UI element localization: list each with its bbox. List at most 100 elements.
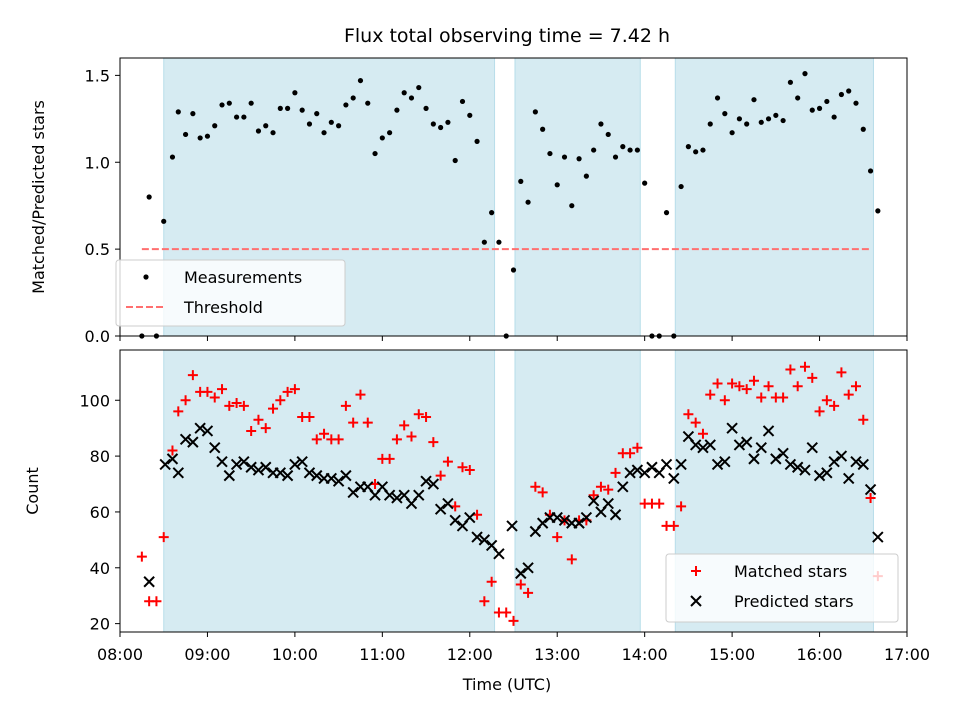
matched-star-point xyxy=(340,400,351,411)
matched-star-point xyxy=(464,465,475,476)
matched-star-point xyxy=(748,375,759,386)
measurement-point xyxy=(875,208,881,214)
measurement-point xyxy=(438,124,444,131)
predicted-star-point xyxy=(587,495,600,507)
measurement-point xyxy=(408,95,415,101)
plot-frame xyxy=(119,349,908,633)
matched-star-point xyxy=(501,607,512,618)
predicted-star-point xyxy=(332,475,345,487)
predicted-star-point xyxy=(602,497,614,510)
measurement-point xyxy=(816,105,823,111)
predicted-star-point xyxy=(668,472,680,485)
x-ticks: 08:00 09:00 10:00 11:00 12:00 13:00 14:00 15:00… xyxy=(97,632,930,664)
measurement-point xyxy=(707,121,713,127)
y-ticks: 0.0 0.5 1.0 1.5 xyxy=(85,66,120,346)
y-axis-label: Count xyxy=(23,467,42,515)
measurement-point xyxy=(642,180,648,186)
measurement-point xyxy=(489,210,495,216)
measurement-point xyxy=(306,121,313,127)
plot-frame xyxy=(119,57,908,337)
predicted-star-point xyxy=(719,455,731,468)
measurement-point xyxy=(452,157,458,164)
predicted-star-point xyxy=(172,467,185,479)
measurement-point xyxy=(277,105,283,111)
matched-star-point xyxy=(719,395,730,406)
predicted-star-point xyxy=(442,497,454,510)
matched-star-point xyxy=(508,615,519,626)
measurement-point xyxy=(314,111,320,117)
predicted-star-point xyxy=(166,453,179,465)
observing-window xyxy=(163,349,496,633)
predicted-star-point xyxy=(551,511,563,524)
observing-window xyxy=(674,57,874,337)
matched-star-point xyxy=(515,579,526,590)
predicted-star-point xyxy=(675,458,687,471)
predicted-star-point xyxy=(515,567,527,580)
measurement-point xyxy=(729,130,735,136)
predicted-star-point xyxy=(726,422,738,434)
matched-star-point xyxy=(289,384,300,395)
predicted-star-point xyxy=(281,469,294,482)
x-tick-label: 08:00 xyxy=(97,645,143,664)
matched-star-point xyxy=(778,392,789,403)
measurement-point xyxy=(146,194,152,200)
measurement-point xyxy=(233,114,240,120)
legend-box xyxy=(665,553,899,623)
predicted-star-point xyxy=(522,562,534,574)
matched-star-point xyxy=(253,414,264,425)
predicted-star-point xyxy=(842,472,855,485)
legend-marker-measurements xyxy=(143,274,149,280)
matched-star-point xyxy=(231,398,242,409)
measurement-point xyxy=(751,97,757,103)
matched-star-point xyxy=(785,364,796,375)
predicted-star-point xyxy=(289,458,301,471)
predicted-star-point xyxy=(194,422,206,434)
measurement-point xyxy=(795,95,801,101)
measurement-point xyxy=(693,149,699,155)
panel-ratio: 0.0 0.5 1.0 1.5 Flux total observing time =… xyxy=(29,25,908,346)
predicted-star-point xyxy=(770,453,782,465)
predicted-star-point xyxy=(223,469,236,482)
predicted-star-point xyxy=(506,520,518,532)
predicted-star-point xyxy=(536,517,549,529)
predicted-star-point xyxy=(784,458,797,471)
predicted-star-point xyxy=(828,455,840,468)
matched-star-point xyxy=(399,420,410,431)
measurement-point xyxy=(744,121,750,127)
legend-marker-matched xyxy=(691,566,701,576)
measurement-point xyxy=(343,102,349,108)
measurement-point xyxy=(219,102,225,108)
matched-star-point xyxy=(676,501,687,512)
measurement-point xyxy=(169,154,176,160)
predicted-star-point xyxy=(748,453,760,465)
matched-star-point xyxy=(268,403,279,414)
x-tick-label: 15:00 xyxy=(709,645,755,664)
measurement-point xyxy=(846,88,852,94)
matched-star-point xyxy=(588,490,599,501)
matched-star-point xyxy=(799,361,810,372)
matched-star-point xyxy=(734,381,745,392)
legend-label: Threshold xyxy=(183,298,263,317)
predicted-star-point xyxy=(646,461,658,473)
matched-star-point xyxy=(202,386,213,397)
matched-star-point xyxy=(727,378,738,389)
matched-star-point xyxy=(843,389,854,400)
predicted-star-point xyxy=(478,534,491,546)
predicted-star-point xyxy=(245,461,257,473)
y-tick-label: 40 xyxy=(90,559,110,578)
predicted-star-point xyxy=(872,531,884,543)
matched-star-point xyxy=(311,434,322,445)
matched-star-point xyxy=(829,400,840,411)
predicted-star-point xyxy=(580,511,593,524)
measurement-point xyxy=(182,131,189,138)
predicted-star-point xyxy=(325,472,338,485)
predicted-star-point xyxy=(762,425,775,437)
predicted-star-point xyxy=(624,467,636,479)
measurement-point xyxy=(802,71,808,77)
measurement-point xyxy=(204,133,211,139)
legend-label: Matched stars xyxy=(734,562,847,581)
x-tick-label: 13:00 xyxy=(534,645,580,664)
x-tick-label: 16:00 xyxy=(797,645,843,664)
matched-star-point xyxy=(814,406,825,417)
matched-star-point xyxy=(457,462,468,473)
